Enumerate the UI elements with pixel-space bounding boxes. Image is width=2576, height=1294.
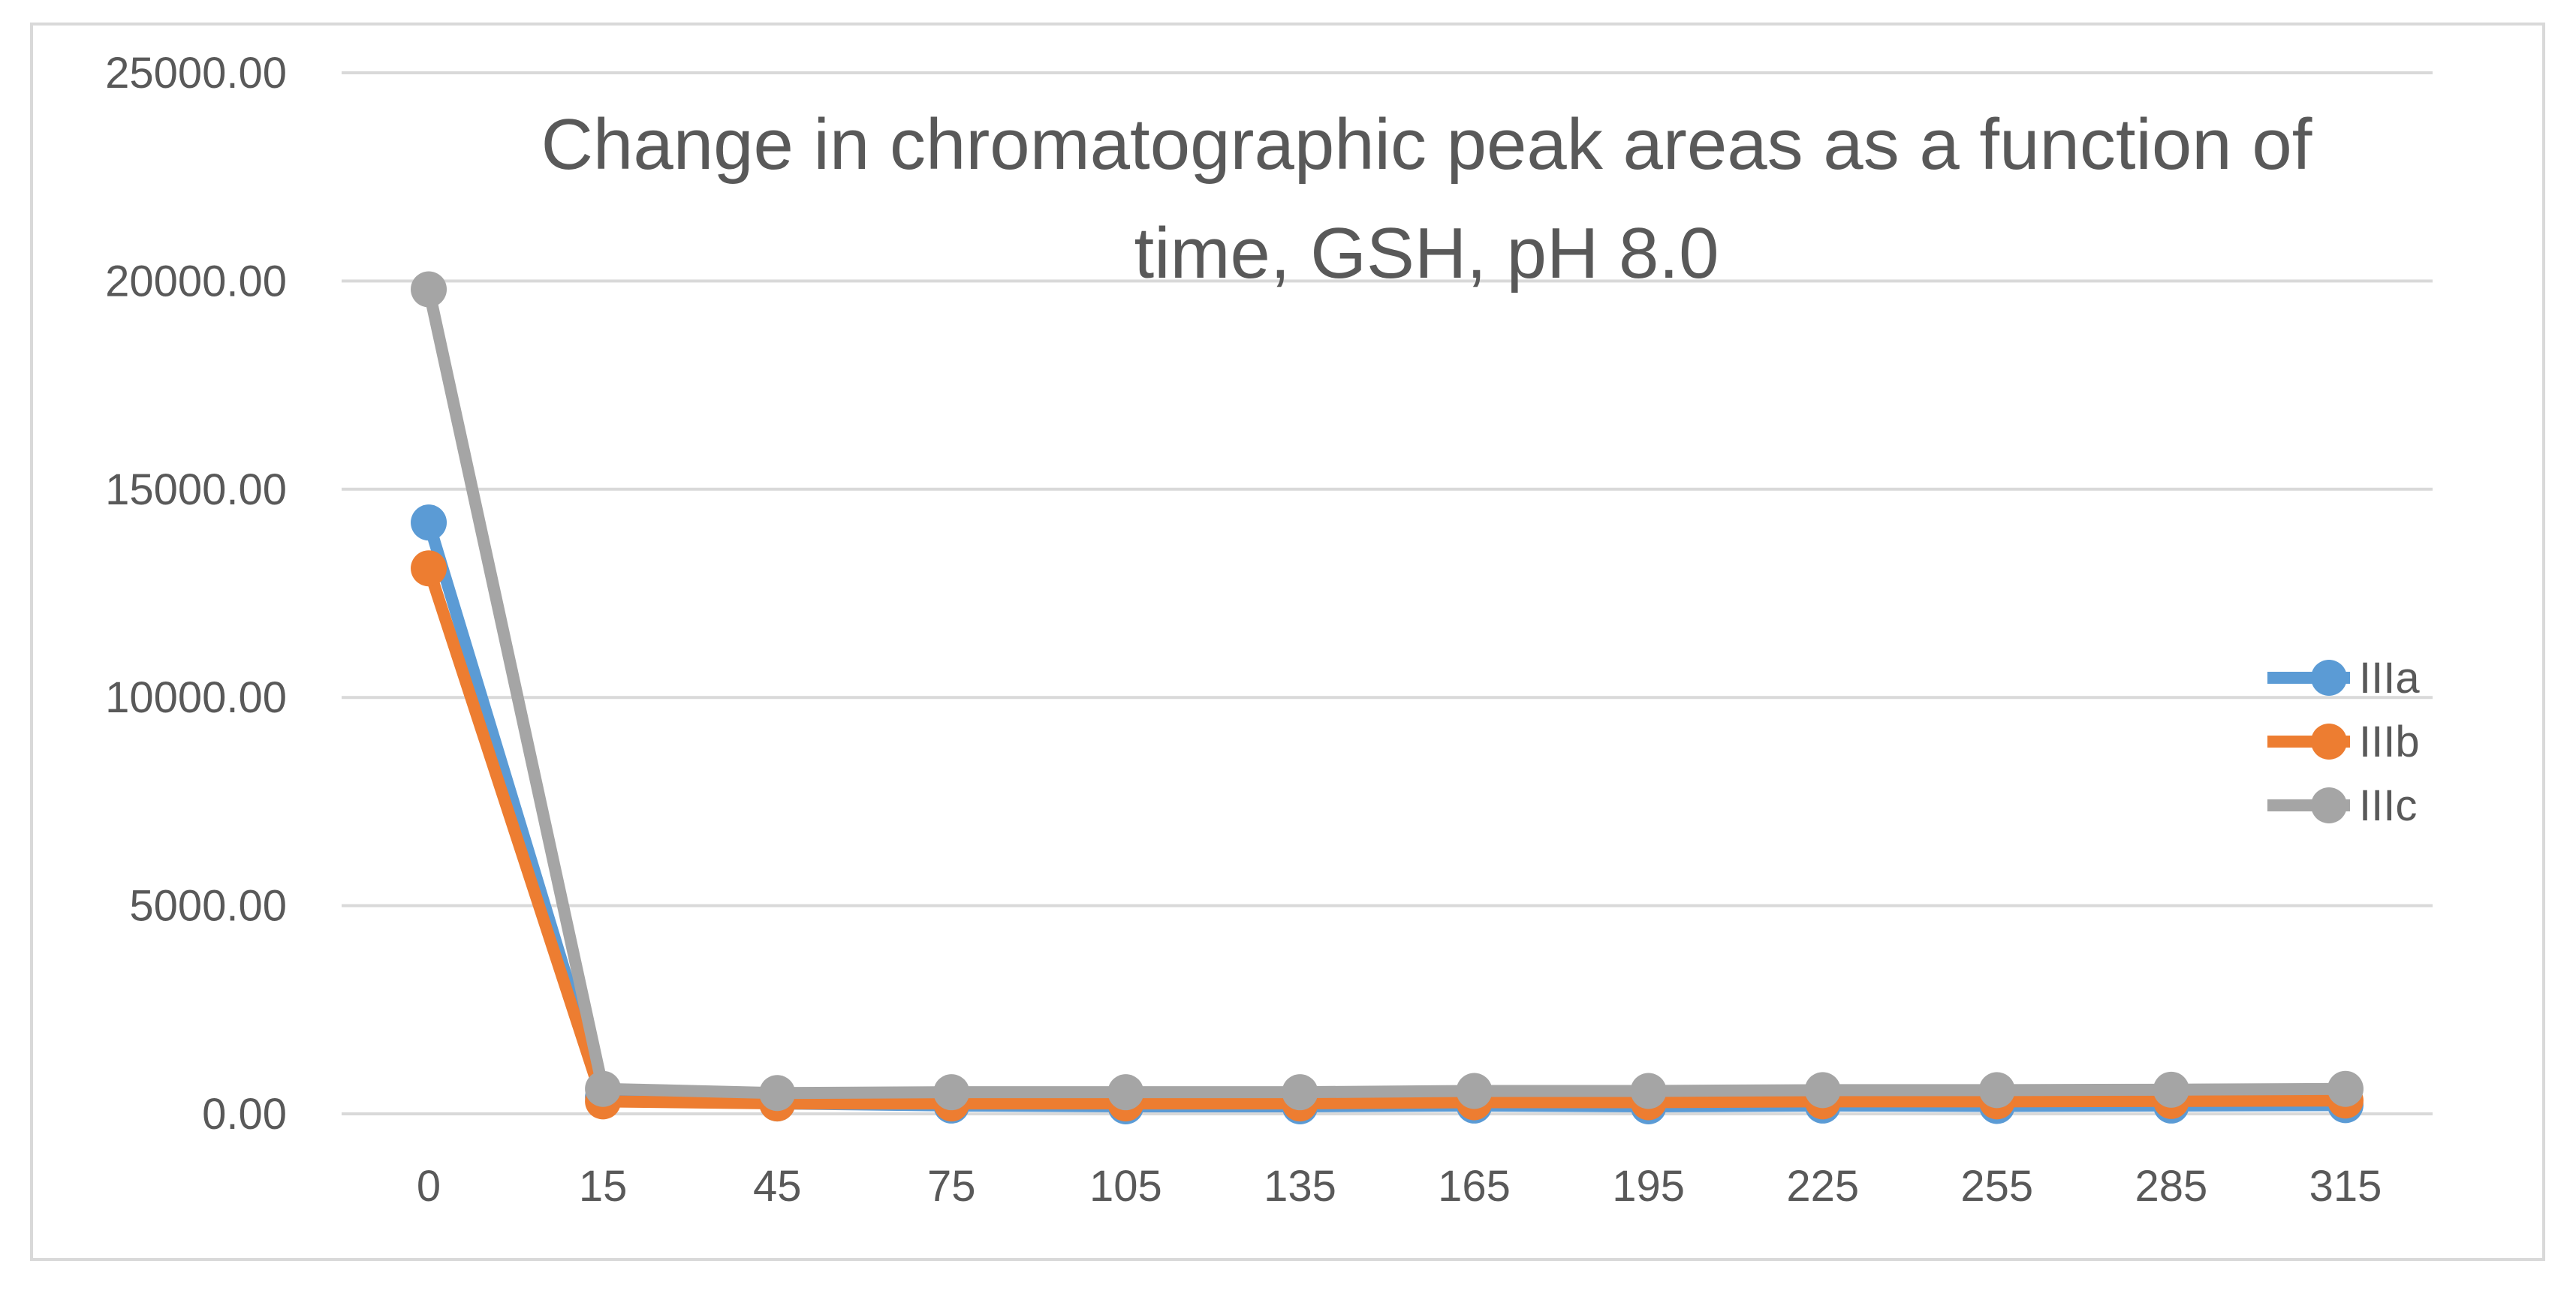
x-tick-label: 165 <box>1438 1162 1511 1211</box>
data-point <box>2153 1071 2189 1108</box>
x-tick-label: 15 <box>579 1162 628 1211</box>
data-point <box>759 1075 796 1112</box>
x-tick-label: 195 <box>1612 1162 1685 1211</box>
x-tick-label: 45 <box>753 1162 802 1211</box>
series-IIIc <box>411 271 2364 1112</box>
y-tick-label: 20000.00 <box>105 257 287 305</box>
x-tick-label: 255 <box>1960 1162 2033 1211</box>
data-point <box>1804 1072 1841 1109</box>
y-axis-tick-labels: 0.00 5000.00 10000.00 15000.00 20000.00 25000… <box>105 49 287 1139</box>
x-tick-label: 135 <box>1264 1162 1336 1211</box>
x-tick-label: 315 <box>2309 1162 2382 1211</box>
y-tick-label: 5000.00 <box>129 882 287 931</box>
data-point <box>411 504 447 541</box>
series-IIIa <box>411 504 2364 1125</box>
y-tick-label: 25000.00 <box>105 49 287 98</box>
legend-label: IIIb <box>2359 718 2420 766</box>
legend-swatch-marker <box>2311 724 2347 760</box>
legend: IIIa IIIb IIIc <box>2267 654 2420 830</box>
data-point <box>2327 1070 2364 1107</box>
data-point <box>1107 1074 1144 1111</box>
y-tick-label: 0.00 <box>202 1090 287 1139</box>
data-point <box>1630 1073 1667 1109</box>
legend-swatch-marker <box>2311 660 2347 696</box>
chart-title-line-2: time, GSH, pH 8.0 <box>1134 213 1719 293</box>
grid-lines <box>342 71 2433 1115</box>
series-line <box>423 566 2346 1110</box>
data-point <box>585 1070 622 1107</box>
legend-label: IIIa <box>2359 654 2420 703</box>
series-IIIb <box>411 550 2364 1122</box>
x-tick-label: 0 <box>417 1162 441 1211</box>
legend-swatch-marker <box>2311 787 2347 823</box>
x-tick-label: 225 <box>1786 1162 1859 1211</box>
series-line <box>423 287 2346 1100</box>
y-tick-label: 10000.00 <box>105 673 287 722</box>
data-point <box>1456 1073 1493 1109</box>
data-point <box>1282 1074 1318 1111</box>
data-point <box>1978 1072 2015 1109</box>
data-point <box>411 271 447 308</box>
x-tick-label: 105 <box>1089 1162 1162 1211</box>
x-tick-label: 75 <box>927 1162 976 1211</box>
series-lines <box>411 271 2364 1125</box>
legend-label: IIIc <box>2359 781 2417 830</box>
legend-item-IIIc: IIIc <box>2267 781 2417 830</box>
data-point <box>411 550 447 587</box>
y-tick-label: 15000.00 <box>105 465 287 514</box>
legend-item-IIIb: IIIb <box>2267 718 2420 766</box>
data-point <box>933 1074 970 1111</box>
chart-title-line-1: Change in chromatographic peak areas as … <box>541 104 2312 185</box>
x-tick-label: 285 <box>2135 1162 2207 1211</box>
x-axis-tick-labels: 0 15 45 75 105 135 165 195 225 255 285 315 <box>417 1162 2382 1211</box>
series-line <box>423 520 2346 1113</box>
legend-item-IIIa: IIIa <box>2267 654 2420 703</box>
